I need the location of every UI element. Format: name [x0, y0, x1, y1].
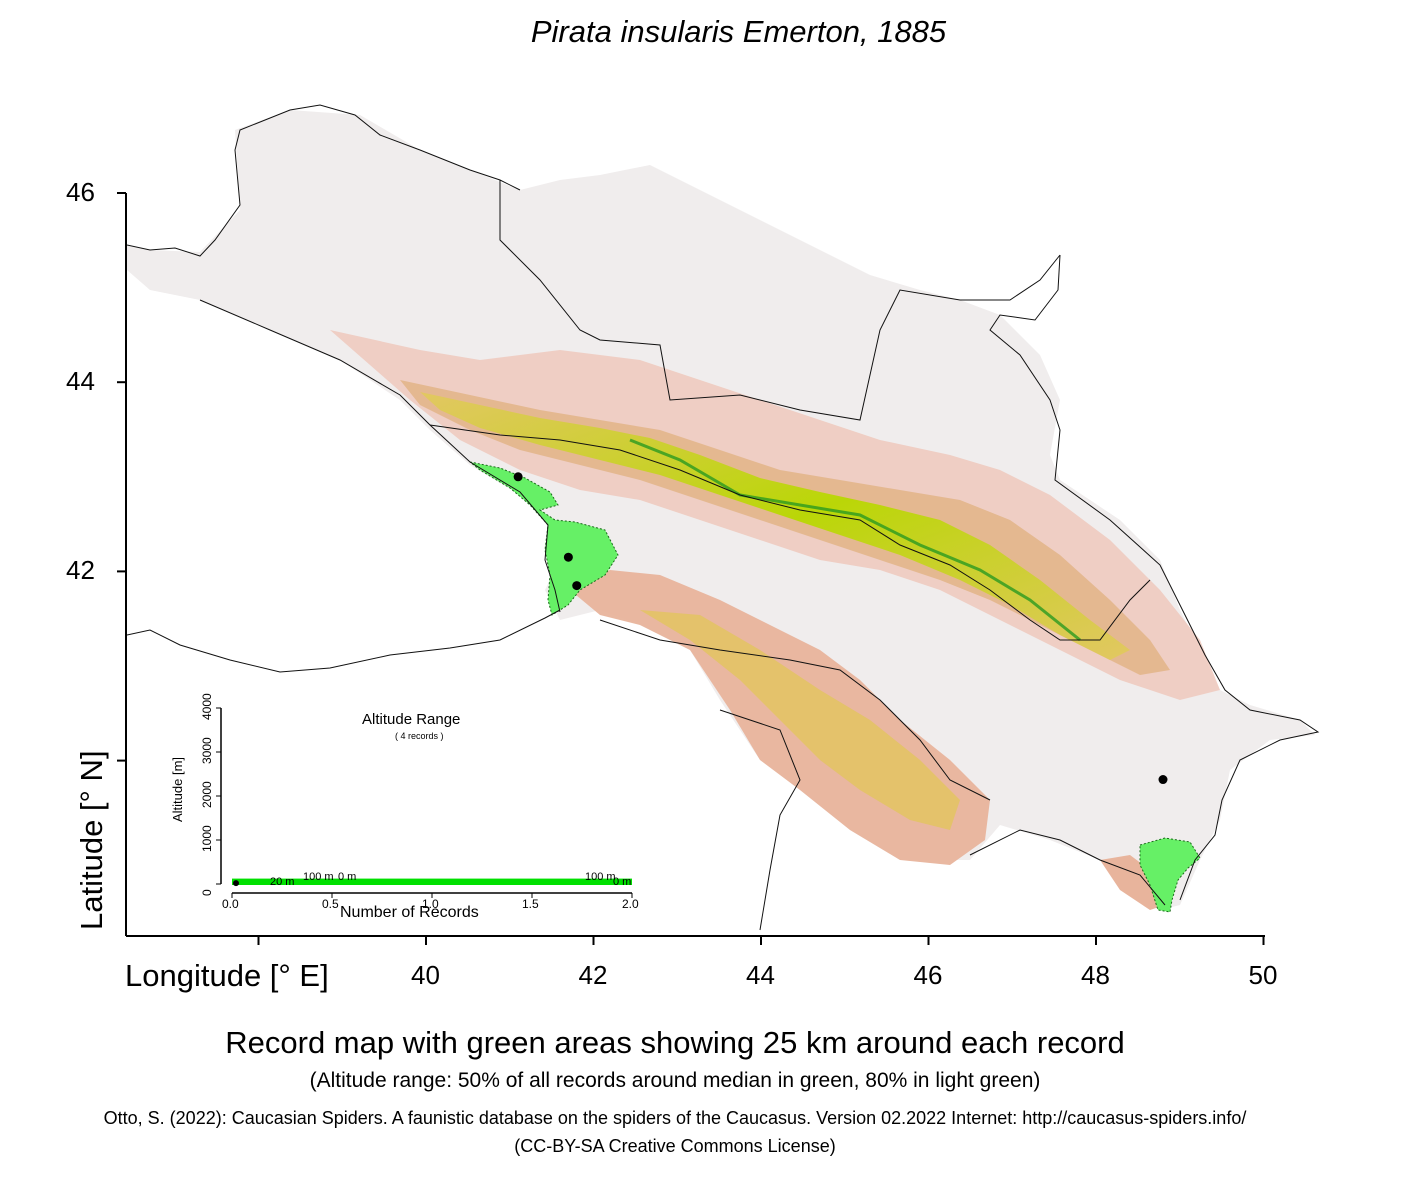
- coastline-caspian: [989, 254, 1320, 901]
- inset-altitude-band: [232, 878, 632, 885]
- inset-y-tick-1000: 1000: [200, 825, 214, 852]
- borders: [126, 104, 1320, 931]
- record-point-3: [572, 581, 582, 591]
- relief-greater-caucasus-high: [420, 392, 1130, 660]
- x-tick-46: 46: [913, 960, 943, 990]
- border-south: [599, 619, 991, 801]
- inset-y-tick-2000: 2000: [200, 781, 214, 808]
- inset-y-label: Altitude [m]: [170, 756, 185, 822]
- inset-y-tick-3000: 3000: [200, 737, 214, 764]
- inset-bar-label-3: 0 m: [338, 871, 357, 883]
- main-axes: [125, 193, 1265, 937]
- inset-bars: [232, 878, 632, 887]
- inset-y-tick-0: 0: [200, 889, 214, 896]
- inset-record-dot: [233, 880, 239, 887]
- y-tick-46: 46: [66, 177, 95, 207]
- coastline-caucasus-west: [199, 299, 561, 613]
- inset-title: Altitude Range: [362, 711, 461, 728]
- inset-x-tick-0.5: 0.5: [322, 897, 339, 911]
- license: (CC-BY-SA Creative Commons License): [514, 1136, 836, 1156]
- map-title: Pirata insularis Emerton, 1885: [530, 14, 947, 49]
- inset-y-tick-4000: 4000: [200, 693, 214, 720]
- record-point-4: [1158, 775, 1168, 785]
- inset-ticks: [216, 707, 633, 898]
- y-axis-label: Latitude [° N]: [74, 750, 109, 930]
- coastline-black-sea-south: [126, 609, 561, 673]
- caption: Record map with green areas showing 25 k…: [225, 1025, 1125, 1060]
- border-north: [499, 180, 1061, 421]
- inset-x-tick-2.0: 2.0: [622, 897, 639, 911]
- x-axis-label: Longitude [° E]: [125, 958, 329, 993]
- citation: Otto, S. (2022): Caucasian Spiders. A fa…: [103, 1108, 1247, 1128]
- y-tick-42: 42: [66, 555, 95, 586]
- inset-bar-label-2: 100 m: [303, 871, 334, 883]
- inset-x-tick-0.0: 0.0: [222, 897, 239, 911]
- inset-x-tick-1.5: 1.5: [522, 897, 539, 911]
- relief-summits: [629, 438, 1081, 642]
- inset-x-label: Number of Records: [340, 904, 479, 921]
- x-tick-42: 42: [578, 960, 608, 990]
- inset-bar-label-1: 20 m: [270, 876, 295, 888]
- coastline-black-sea: [126, 104, 521, 257]
- altitude-inset: [150, 690, 655, 925]
- border-greater-caucasus: [429, 424, 1151, 641]
- inset-bar-label-5: 0 m: [613, 876, 632, 888]
- x-tick-50: 50: [1248, 960, 1278, 990]
- x-tick-40: 40: [411, 960, 440, 990]
- relief-lesser-caucasus-high: [640, 610, 960, 830]
- inset-subtitle: ( 4 records ): [395, 731, 444, 741]
- x-tick-48: 48: [1081, 960, 1110, 990]
- axis-ticks: [117, 192, 1265, 945]
- inset-x-tick-1.0: 1.0: [422, 897, 439, 911]
- border-iran: [969, 829, 1166, 906]
- border-armenia: [719, 709, 801, 931]
- inset-bar-label-4: 100 m: [585, 871, 616, 883]
- y-tick-44: 44: [66, 366, 95, 397]
- record-point-2: [563, 552, 573, 562]
- relief-talysh: [1100, 855, 1165, 910]
- record-points: [513, 472, 1168, 785]
- x-tick-44: 44: [746, 960, 775, 990]
- record-point-1: [513, 472, 523, 482]
- subcaption: (Altitude range: 50% of all records arou…: [309, 1069, 1041, 1092]
